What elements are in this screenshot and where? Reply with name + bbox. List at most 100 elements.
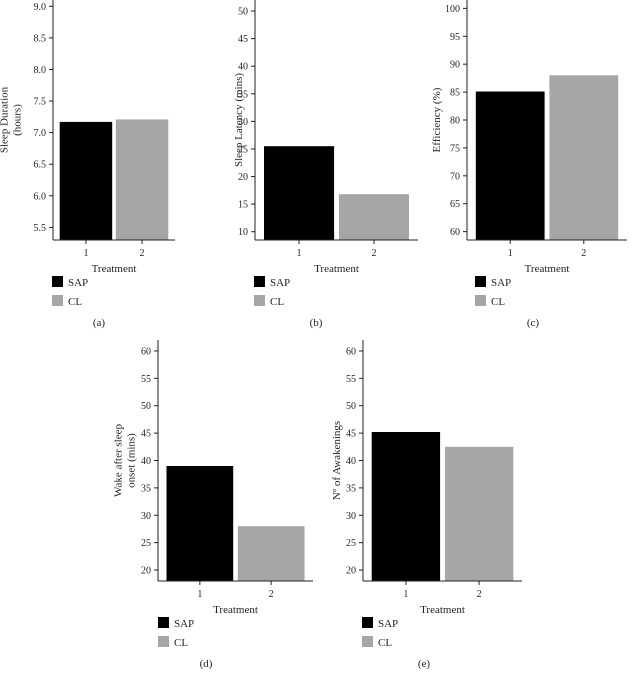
y-axis-label-line: Efficiency (%)	[431, 87, 443, 152]
y-axis-label-line: Wake after sleep	[113, 423, 125, 497]
y-tick-label: 6.0	[34, 191, 47, 202]
legend-label-cl: CL	[270, 296, 284, 308]
y-tick-label: 45	[238, 34, 248, 45]
x-tick-label: 2	[581, 248, 586, 259]
legend-swatch-sap	[158, 617, 169, 628]
panel-e: 20 25 30 35 40 45 50 55 60 1 2 Treatment Nº of Awake…	[331, 340, 522, 670]
y-tick-label: 8.0	[34, 65, 47, 76]
y-tick-label: 45	[346, 429, 356, 440]
y-tick-label: 10	[238, 227, 248, 238]
y-tick-label: 20	[346, 566, 356, 577]
y-tick-label: 45	[141, 429, 151, 440]
y-tick-label: 40	[346, 456, 356, 467]
y-tick-label: 100	[445, 4, 460, 15]
y-tick-label: 60	[141, 346, 151, 357]
y-tick-label: 55	[141, 374, 151, 385]
x-axis-label: Treatment	[420, 604, 465, 616]
y-axis-label: Nº of Awakenings	[331, 421, 343, 500]
legend: SAP CL	[362, 617, 398, 649]
y-axis-label: Efficiency (%)	[431, 87, 443, 152]
x-tick-label: 1	[83, 248, 88, 259]
legend: SAP CL	[158, 617, 194, 649]
legend-swatch-cl	[52, 295, 63, 306]
y-tick-label: 6.5	[34, 160, 47, 171]
legend: SAP CL	[52, 276, 88, 308]
y-tick-label: 70	[450, 171, 460, 182]
x-tick-label: 1	[508, 248, 513, 259]
panel-label: (b)	[310, 317, 323, 329]
bar-cl	[338, 194, 409, 240]
legend-label-cl: CL	[68, 296, 82, 308]
y-tick-label: 8.5	[34, 33, 47, 44]
y-axis-label-line: Sleep Latency (mins)	[233, 73, 245, 167]
x-axis-label: Treatment	[213, 604, 258, 616]
y-axis-label: Wake after sleeponset (mins)	[113, 423, 138, 497]
legend-swatch-sap	[254, 276, 265, 287]
x-tick-label: 2	[140, 248, 145, 259]
y-tick-label: 50	[141, 401, 151, 412]
y-tick-label: 40	[141, 456, 151, 467]
legend-swatch-cl	[158, 636, 169, 647]
y-axis-label-line: Nº of Awakenings	[331, 421, 343, 500]
legend-label-cl: CL	[174, 637, 188, 649]
panel-label: (e)	[418, 658, 431, 670]
y-tick-label: 75	[450, 143, 460, 154]
y-tick-label: 60	[346, 346, 356, 357]
legend: SAP CL	[254, 276, 290, 308]
y-tick-label: 35	[238, 89, 248, 100]
panel-label: (a)	[93, 317, 106, 329]
bar-sap	[59, 121, 113, 240]
x-tick-label: 2	[477, 589, 482, 600]
y-tick-label: 5.5	[34, 223, 47, 234]
legend-swatch-sap	[475, 276, 486, 287]
x-tick-label: 2	[371, 248, 376, 259]
y-axis-label: Sleep Duration(hours)	[0, 86, 24, 153]
x-axis-label: Treatment	[525, 263, 570, 275]
bar-sap	[166, 466, 234, 581]
y-tick-label: 40	[238, 62, 248, 73]
bar-sap	[371, 432, 441, 581]
bar-cl	[549, 75, 619, 240]
y-axis-label-line: onset (mins)	[126, 433, 138, 488]
x-axis-label: Treatment	[314, 263, 359, 275]
legend-swatch-cl	[362, 636, 373, 647]
bar-sap	[264, 146, 335, 240]
y-tick-label: 25	[141, 538, 151, 549]
y-tick-label: 60	[450, 227, 460, 238]
legend-label-sap: SAP	[491, 277, 511, 289]
panel-label: (c)	[527, 317, 540, 329]
y-tick-label: 35	[346, 483, 356, 494]
y-tick-label: 9.0	[34, 2, 47, 13]
x-axis-label: Treatment	[92, 263, 137, 275]
x-tick-label: 1	[297, 248, 302, 259]
legend-swatch-sap	[52, 276, 63, 287]
y-tick-label: 20	[238, 172, 248, 183]
panel-b: 10 15 20 25 30 35 40 45 50 1 2 Treatment Sleep Laten…	[233, 0, 418, 329]
panel-c: 60 65 70 75 80 85 90 95 100 1 2 Treatment Efficiency…	[431, 0, 627, 329]
y-tick-label: 55	[346, 374, 356, 385]
y-tick-label: 20	[141, 566, 151, 577]
y-tick-label: 35	[141, 483, 151, 494]
y-tick-label: 25	[346, 538, 356, 549]
bar-sap	[475, 91, 545, 240]
y-tick-label: 85	[450, 88, 460, 99]
y-tick-label: 7.0	[34, 128, 47, 139]
y-tick-label: 90	[450, 60, 460, 71]
legend: SAP CL	[475, 276, 511, 308]
y-tick-label: 30	[141, 511, 151, 522]
bar-cl	[237, 526, 305, 581]
legend-label-sap: SAP	[378, 618, 398, 630]
y-tick-label: 50	[238, 7, 248, 18]
y-tick-label: 15	[238, 200, 248, 211]
legend-label-sap: SAP	[174, 618, 194, 630]
legend-swatch-sap	[362, 617, 373, 628]
x-tick-label: 1	[403, 589, 408, 600]
x-tick-label: 1	[197, 589, 202, 600]
bar-cl	[444, 446, 514, 581]
bar-cl	[115, 119, 169, 240]
y-tick-label: 25	[238, 144, 248, 155]
y-axis-label-line: Sleep Duration	[0, 86, 11, 153]
y-tick-label: 30	[346, 511, 356, 522]
